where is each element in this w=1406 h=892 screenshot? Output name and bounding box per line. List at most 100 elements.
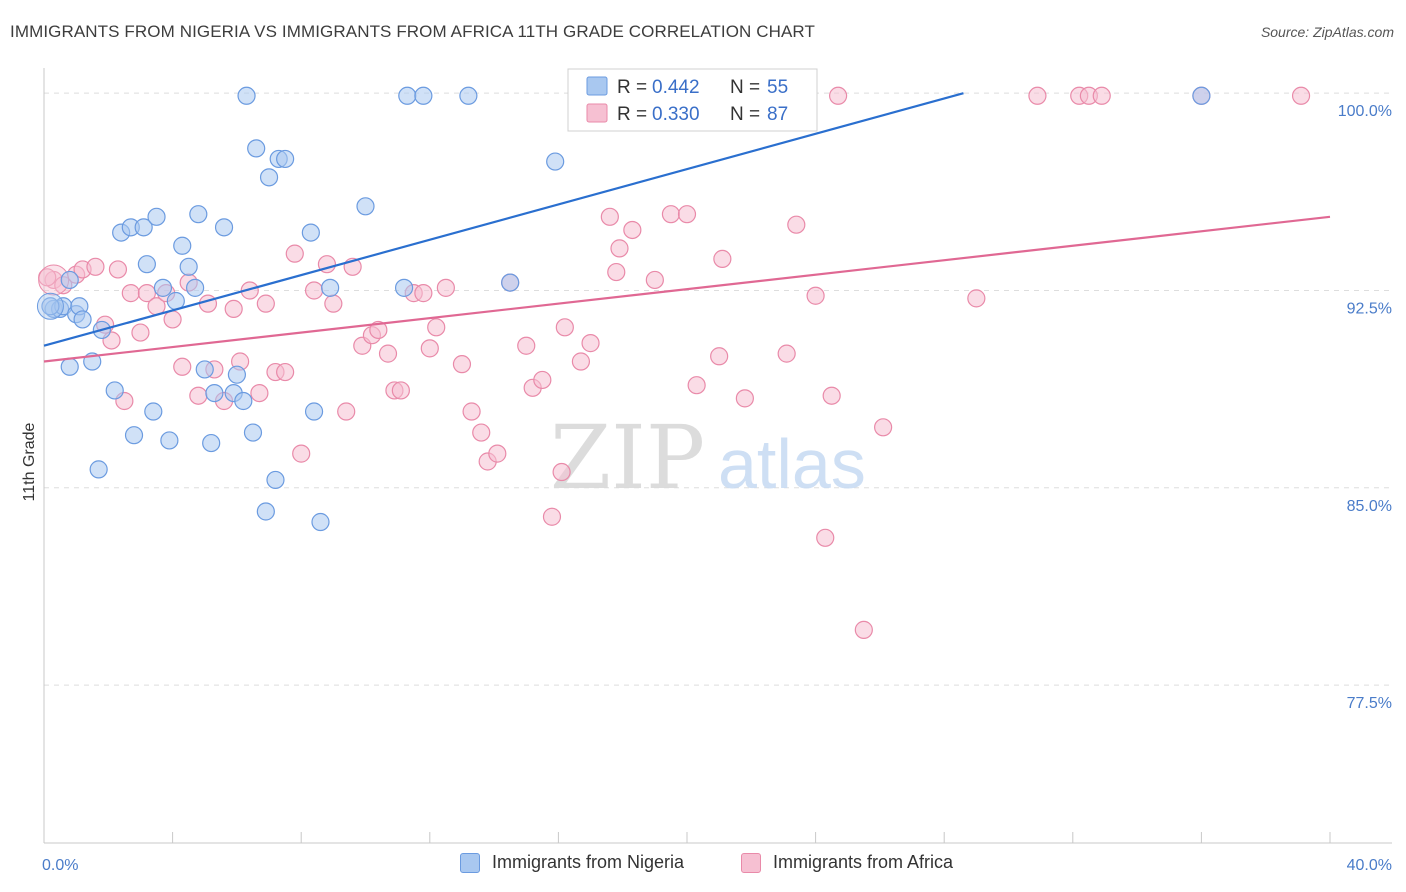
watermark-atlas: atlas — [718, 425, 866, 503]
point-africa — [420, 339, 439, 358]
point-africa — [276, 362, 295, 382]
point-nigeria — [304, 402, 324, 421]
point-nigeria — [394, 278, 414, 297]
bottom-legend-label-nigeria: Immigrants from Nigeria — [492, 852, 685, 872]
x-tick-label: 0.0% — [42, 857, 78, 874]
point-africa — [86, 257, 105, 276]
legend-r-value-nigeria: 0.442 — [652, 77, 700, 98]
point-africa — [816, 528, 835, 547]
point-africa — [623, 220, 642, 240]
point-africa — [324, 294, 343, 313]
point-africa — [735, 389, 754, 408]
point-africa — [436, 278, 455, 297]
point-africa — [488, 444, 507, 463]
legend-r-label-africa: R = — [617, 104, 647, 125]
point-africa — [967, 289, 986, 308]
bottom-legend-item-africa: Immigrants from Africa — [741, 852, 953, 873]
bottom-legend-item-nigeria: Immigrants from Nigeria — [460, 852, 684, 873]
point-africa — [452, 355, 472, 374]
point-africa — [571, 352, 591, 371]
y-tick-label: 77.5% — [1347, 695, 1392, 712]
point-nigeria — [459, 86, 478, 105]
point-africa — [874, 418, 893, 437]
chart-title: IMMIGRANTS FROM NIGERIA VS IMMIGRANTS FR… — [10, 22, 815, 41]
legend-n-value-nigeria: 55 — [767, 77, 788, 98]
trendline-nigeria — [43, 92, 964, 347]
source-label: Source: ZipAtlas.com — [1260, 24, 1394, 40]
point-nigeria — [160, 431, 179, 450]
bottom-legend-swatch-nigeria — [460, 852, 480, 873]
point-africa — [427, 318, 446, 337]
point-africa — [710, 347, 729, 366]
point-africa — [1291, 86, 1311, 105]
point-nigeria — [237, 86, 256, 105]
point-nigeria — [501, 273, 520, 292]
legend-n-value-africa: 87 — [767, 104, 788, 125]
legend-n-label-nigeria: N = — [730, 77, 760, 98]
point-africa — [581, 334, 600, 353]
point-africa — [713, 249, 732, 269]
point-africa — [391, 381, 410, 400]
point-africa — [292, 444, 311, 463]
watermark-zip: ZIP — [550, 406, 705, 509]
point-africa — [462, 402, 481, 421]
point-nigeria — [144, 402, 163, 421]
point-nigeria — [276, 149, 295, 169]
point-africa — [189, 386, 208, 405]
point-africa — [829, 86, 848, 105]
point-africa — [137, 284, 156, 303]
point-nigeria — [227, 365, 246, 384]
point-africa — [173, 357, 192, 376]
point-africa — [600, 207, 619, 226]
point-africa — [250, 383, 269, 403]
point-nigeria — [398, 86, 417, 105]
point-africa — [552, 462, 571, 482]
point-nigeria — [356, 197, 375, 216]
point-nigeria — [414, 86, 433, 105]
point-africa — [777, 344, 796, 363]
bottom-legend: Immigrants from Nigeria Immigrants from … — [0, 852, 1406, 878]
point-nigeria — [73, 310, 92, 329]
legend-r-value-africa: 0.330 — [652, 104, 700, 125]
point-africa — [854, 620, 873, 639]
legend-frame — [567, 68, 818, 132]
point-africa — [163, 310, 182, 329]
point-nigeria — [41, 297, 60, 316]
legend-swatch-nigeria — [586, 76, 608, 96]
legend-box: R = 0.442 N = 55 R = 0.330 N = 87 — [567, 68, 818, 132]
point-africa — [1092, 86, 1111, 105]
point-nigeria — [147, 207, 166, 226]
point-nigeria — [189, 205, 208, 224]
point-africa — [131, 323, 150, 342]
point-africa — [677, 205, 697, 224]
point-africa — [108, 260, 128, 279]
point-africa — [285, 244, 304, 263]
y-tick-label: 85.0% — [1347, 498, 1392, 515]
axes — [43, 68, 1392, 844]
point-nigeria — [105, 381, 124, 400]
point-nigeria — [124, 426, 144, 445]
tick-labels: 100.0% 92.5% 85.0% 77.5% 0.0% 40.0% — [42, 103, 1392, 874]
point-nigeria — [89, 460, 108, 479]
point-africa — [607, 262, 626, 282]
point-africa — [198, 294, 218, 313]
point-nigeria — [60, 357, 79, 376]
point-nigeria — [234, 391, 253, 411]
point-africa — [121, 284, 140, 303]
point-nigeria — [195, 360, 214, 379]
point-nigeria — [301, 223, 320, 242]
point-nigeria — [247, 139, 266, 158]
point-nigeria — [202, 433, 221, 453]
point-nigeria — [205, 383, 224, 403]
point-africa — [787, 215, 806, 234]
point-africa — [517, 336, 536, 355]
bottom-legend-label-africa: Immigrants from Africa — [773, 852, 954, 872]
point-nigeria — [546, 152, 565, 171]
trendlines — [43, 92, 1331, 363]
bottom-legend-swatch-africa — [741, 852, 761, 873]
point-africa — [369, 320, 388, 340]
y-tick-label: 100.0% — [1338, 103, 1392, 120]
point-nigeria — [137, 255, 156, 274]
point-africa — [822, 386, 841, 405]
point-africa — [224, 299, 243, 318]
